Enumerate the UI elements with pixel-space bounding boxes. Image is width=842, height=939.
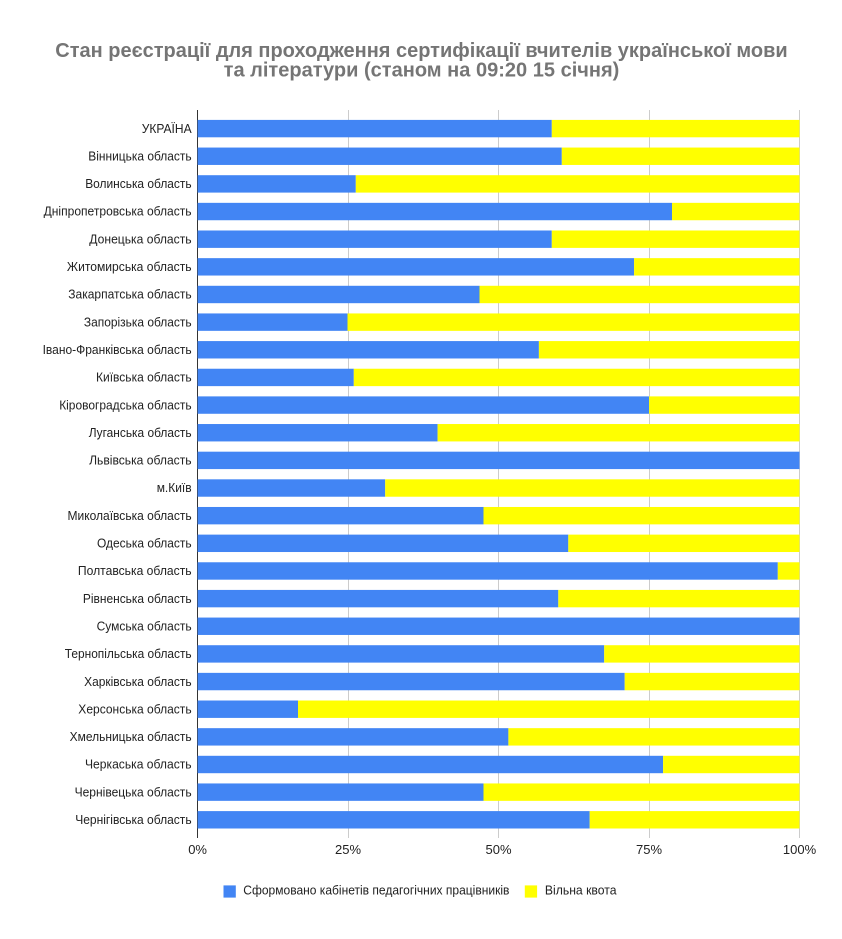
svg-text:Стан реєстрації для проходженн: Стан реєстрації для проходження сертифік…: [55, 40, 787, 62]
svg-text:Черкаська область: Черкаська область: [85, 757, 192, 772]
svg-text:50%: 50%: [486, 842, 512, 857]
svg-text:УКРАЇНА: УКРАЇНА: [142, 121, 192, 136]
svg-text:Рівненська область: Рівненська область: [83, 591, 192, 606]
svg-text:м.Київ: м.Київ: [157, 480, 192, 495]
svg-text:Харківська область: Харківська область: [84, 674, 192, 689]
svg-text:100%: 100%: [783, 842, 817, 857]
svg-text:Сумська область: Сумська область: [97, 618, 192, 633]
svg-text:Луганська область: Луганська область: [89, 425, 192, 440]
svg-text:Одеська область: Одеська область: [97, 536, 192, 551]
svg-text:Херсонська область: Херсонська область: [78, 701, 191, 716]
svg-text:Дніпропетровська область: Дніпропетровська область: [44, 204, 192, 219]
svg-text:Житомирська область: Житомирська область: [67, 259, 192, 274]
svg-text:Запорізька область: Запорізька область: [84, 314, 192, 329]
svg-text:25%: 25%: [335, 842, 361, 857]
svg-text:0%: 0%: [188, 842, 207, 857]
svg-text:Полтавська область: Полтавська область: [78, 563, 192, 578]
svg-text:Тернопільська область: Тернопільська область: [65, 646, 192, 661]
svg-text:Волинська область: Волинська область: [85, 176, 192, 191]
svg-text:Вільна квота: Вільна квота: [545, 883, 617, 898]
svg-text:Київська область: Київська область: [96, 370, 192, 385]
svg-text:Кіровоградська область: Кіровоградська область: [59, 397, 192, 412]
svg-text:та літератури (станом на 09:20: та літератури (станом на 09:20 15 січня): [224, 60, 620, 82]
svg-text:Хмельницька область: Хмельницька область: [70, 729, 192, 744]
svg-text:Чернігівська область: Чернігівська область: [75, 812, 192, 827]
svg-text:75%: 75%: [636, 842, 662, 857]
svg-text:Львівська область: Львівська область: [89, 453, 192, 468]
svg-text:Вінницька область: Вінницька область: [88, 148, 191, 163]
svg-text:Івано-Франківська область: Івано-Франківська область: [43, 342, 192, 357]
svg-text:Сформовано кабінетів педагогіч: Сформовано кабінетів педагогічних праців…: [243, 883, 509, 898]
svg-text:Миколаївська область: Миколаївська область: [68, 508, 192, 523]
svg-text:Закарпатська область: Закарпатська область: [68, 287, 192, 302]
svg-text:Донецька область: Донецька область: [89, 231, 192, 246]
svg-text:Чернівецька область: Чернівецька область: [75, 784, 192, 799]
